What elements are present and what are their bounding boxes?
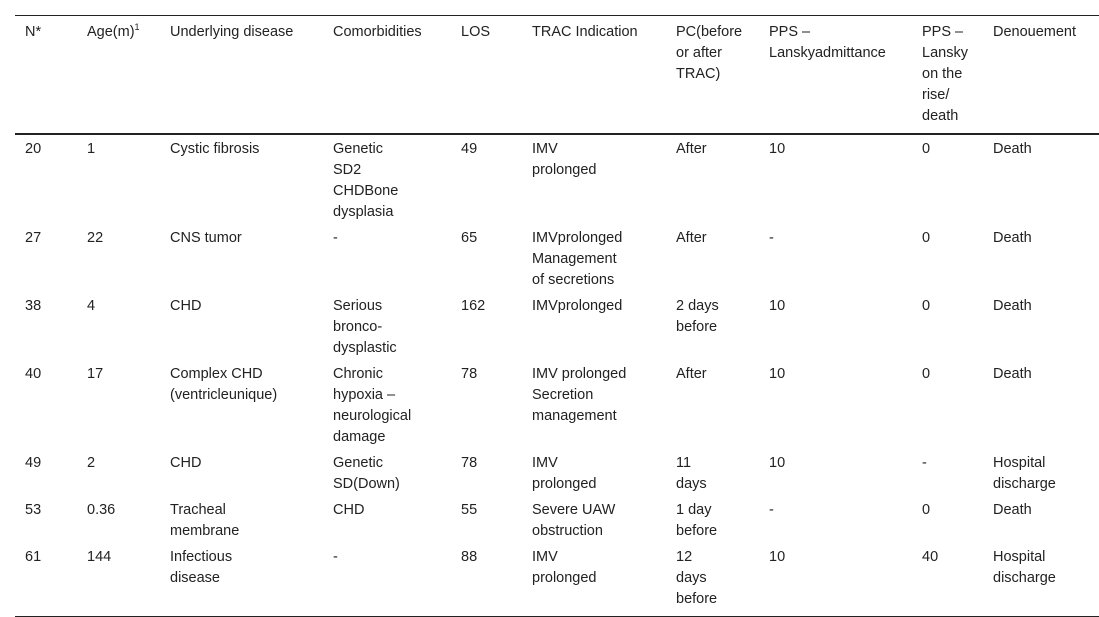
cell-denouement: Death (993, 141, 1032, 157)
table-row: 38 4 CHD Serious bronco- dysplastic 162 IMVpr… (15, 292, 1099, 360)
col-header-denouement: Denouement (993, 24, 1077, 40)
table-row: 61 144 Infectious disease - 88 IMV prolonged 1… (15, 543, 1099, 617)
col-header-los: LOS (461, 24, 491, 40)
table-header-row: N* Age(m)1 Underlying disease Comorbidit… (15, 15, 1099, 134)
cell-los: 78 (461, 455, 478, 471)
cell-age: 1 (87, 141, 96, 157)
cell-n: 49 (25, 455, 42, 471)
data-table-container: N* Age(m)1 Underlying disease Comorbidit… (15, 15, 1099, 617)
col-header-n: N* (25, 24, 42, 40)
cell-trac-indication: IMVprolonged Management of secretions (532, 230, 623, 288)
col-header-comorbidities: Comorbidities (333, 24, 422, 40)
cell-pc: After (676, 230, 707, 246)
cell-los: 78 (461, 366, 478, 382)
cell-pps-rise-death: 0 (922, 366, 931, 382)
cell-pps-rise-death: - (922, 455, 927, 471)
cell-comorbidities: Genetic SD(Down) (333, 455, 400, 492)
cell-pps-admittance: - (769, 230, 774, 246)
cell-pps-admittance: 10 (769, 298, 786, 314)
cell-los: 65 (461, 230, 478, 246)
patient-table: N* Age(m)1 Underlying disease Comorbidit… (15, 15, 1099, 617)
cell-denouement: Death (993, 366, 1032, 382)
cell-n: 53 (25, 502, 42, 518)
cell-age: 4 (87, 298, 96, 314)
cell-trac-indication: IMV prolonged (532, 141, 597, 178)
cell-pps-admittance: 10 (769, 141, 786, 157)
cell-pps-admittance: 10 (769, 455, 786, 471)
cell-denouement: Death (993, 230, 1032, 246)
col-header-pc: PC(before or after TRAC) (676, 24, 743, 82)
cell-underlying-disease: Complex CHD (ventricleunique) (170, 366, 278, 403)
cell-n: 40 (25, 366, 42, 382)
cell-comorbidities: - (333, 230, 338, 246)
cell-pps-admittance: 10 (769, 549, 786, 565)
cell-denouement: Hospital discharge (993, 549, 1056, 586)
cell-n: 38 (25, 298, 42, 314)
cell-pc: After (676, 141, 707, 157)
cell-n: 27 (25, 230, 42, 246)
footnote-marker: 1 (134, 22, 140, 32)
cell-comorbidities: - (333, 549, 338, 565)
cell-underlying-disease: CHD (170, 455, 202, 471)
cell-los: 88 (461, 549, 478, 565)
cell-denouement: Death (993, 502, 1032, 518)
cell-pps-rise-death: 0 (922, 298, 931, 314)
cell-trac-indication: IMV prolonged (532, 549, 597, 586)
table-row: 20 1 Cystic fibrosis Genetic SD2 CHDBone dy… (15, 134, 1099, 224)
cell-pps-rise-death: 0 (922, 502, 931, 518)
cell-comorbidities: CHD (333, 502, 365, 518)
cell-underlying-disease: CNS tumor (170, 230, 242, 246)
col-header-underlying-disease: Underlying disease (170, 24, 294, 40)
table-body: 20 1 Cystic fibrosis Genetic SD2 CHDBone dy… (15, 134, 1099, 617)
cell-age: 22 (87, 230, 104, 246)
cell-pc: 2 days before (676, 298, 719, 335)
cell-underlying-disease: Infectious disease (170, 549, 233, 586)
cell-pc: 12 days before (676, 549, 718, 607)
cell-pps-rise-death: 40 (922, 549, 939, 565)
cell-underlying-disease: Cystic fibrosis (170, 141, 260, 157)
table-row: 53 0.36 Tracheal membrane CHD 55 Severe UAW o… (15, 496, 1099, 543)
cell-denouement: Death (993, 298, 1032, 314)
cell-trac-indication: IMV prolonged (532, 455, 597, 492)
cell-comorbidities: Chronic hypoxia – neurological damage (333, 366, 412, 445)
cell-n: 61 (25, 549, 42, 565)
cell-pps-admittance: - (769, 502, 774, 518)
cell-trac-indication: IMV prolonged Secretion management (532, 366, 627, 424)
cell-pps-admittance: 10 (769, 366, 786, 382)
cell-underlying-disease: CHD (170, 298, 202, 314)
cell-los: 49 (461, 141, 478, 157)
cell-pps-rise-death: 0 (922, 141, 931, 157)
cell-pc: 1 day before (676, 502, 718, 539)
cell-pc: After (676, 366, 707, 382)
cell-comorbidities: Genetic SD2 CHDBone dysplasia (333, 141, 399, 220)
cell-n: 20 (25, 141, 42, 157)
cell-comorbidities: Serious bronco- dysplastic (333, 298, 397, 356)
cell-underlying-disease: Tracheal membrane (170, 502, 240, 539)
cell-age: 17 (87, 366, 104, 382)
cell-age: 0.36 (87, 502, 116, 518)
col-header-pps-rise-death: PPS – Lansky on the rise/ death (922, 24, 968, 124)
cell-trac-indication: Severe UAW obstruction (532, 502, 616, 539)
col-header-trac-indication: TRAC Indication (532, 24, 638, 40)
cell-pc: 11 days (676, 455, 707, 492)
col-header-pps-admittance: PPS – Lanskyadmittance (769, 24, 886, 61)
table-row: 27 22 CNS tumor - 65 IMVprolonged Management … (15, 224, 1099, 292)
cell-age: 2 (87, 455, 96, 471)
cell-pps-rise-death: 0 (922, 230, 931, 246)
table-row: 49 2 CHD Genetic SD(Down) 78 IMV prolonged 11 … (15, 449, 1099, 496)
cell-los: 162 (461, 298, 486, 314)
cell-trac-indication: IMVprolonged (532, 298, 623, 314)
col-header-age: Age(m)1 (87, 22, 140, 41)
cell-los: 55 (461, 502, 478, 518)
cell-age: 144 (87, 549, 112, 565)
cell-denouement: Hospital discharge (993, 455, 1056, 492)
table-row: 40 17 Complex CHD (ventricleunique) Chronic… (15, 360, 1099, 449)
